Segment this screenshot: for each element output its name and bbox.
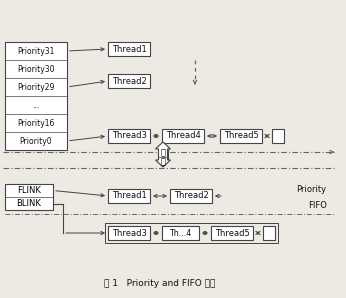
Bar (162, 129, 204, 143)
Text: FIFO: FIFO (308, 201, 327, 209)
Bar (162, 226, 199, 240)
Bar (108, 129, 150, 143)
Text: BLINK: BLINK (17, 199, 42, 208)
Text: Priority29: Priority29 (17, 83, 55, 91)
Bar (5, 184, 53, 210)
Text: Priority: Priority (296, 185, 326, 195)
Polygon shape (155, 142, 171, 167)
Bar (170, 189, 212, 203)
Text: Th...4: Th...4 (170, 229, 192, 238)
Text: 下: 下 (161, 157, 165, 166)
Bar (211, 226, 253, 240)
Bar (272, 129, 284, 143)
Bar (263, 226, 275, 240)
Text: Priority0: Priority0 (20, 136, 52, 145)
Text: Priority30: Priority30 (17, 64, 55, 74)
Text: Thread4: Thread4 (166, 131, 200, 140)
Bar (158, 149, 167, 160)
Text: Thread3: Thread3 (111, 229, 146, 238)
Bar (105, 223, 278, 243)
Text: Priority31: Priority31 (17, 46, 55, 55)
Text: ...: ... (33, 100, 39, 109)
Text: 上: 上 (161, 148, 165, 157)
Text: Thread2: Thread2 (174, 192, 208, 201)
Text: FLINK: FLINK (17, 186, 41, 195)
Text: Thread5: Thread5 (215, 229, 249, 238)
Text: Thread2: Thread2 (112, 77, 146, 86)
Bar (108, 226, 150, 240)
Text: Thread1: Thread1 (112, 44, 146, 54)
Text: 图 1   Priority and FIFO 实现: 图 1 Priority and FIFO 实现 (104, 280, 216, 288)
Text: Thread5: Thread5 (224, 131, 258, 140)
Text: Priority16: Priority16 (17, 119, 55, 128)
Text: Thread3: Thread3 (111, 131, 146, 140)
Bar (108, 74, 150, 88)
Bar (220, 129, 262, 143)
Bar (108, 189, 150, 203)
Bar (108, 42, 150, 56)
Text: Thread1: Thread1 (112, 192, 146, 201)
Bar (5, 42, 67, 150)
